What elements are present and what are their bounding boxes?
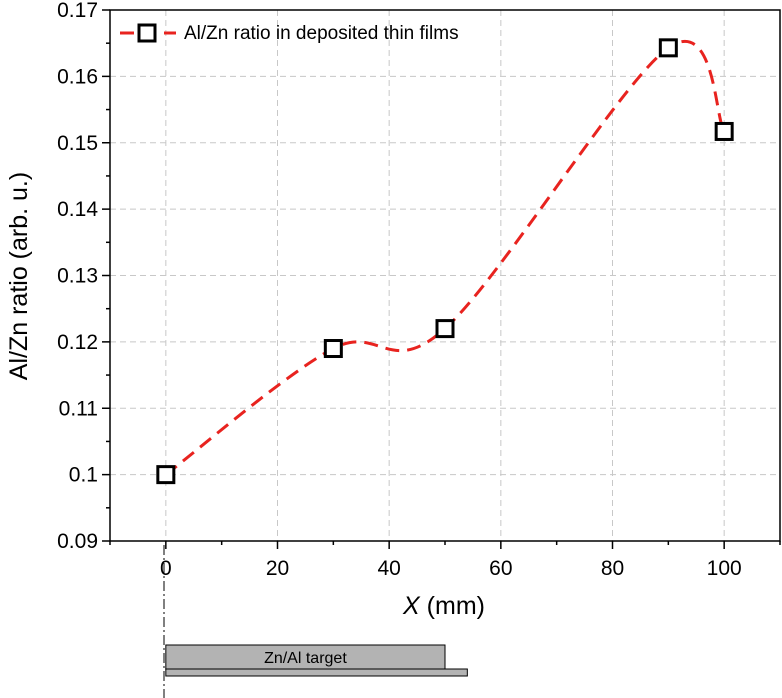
x-tick-label: 40 [377, 557, 400, 580]
y-axis-ticks: 0.09 0.1 0.11 0.12 0.13 0.14 0.15 0.16 0.17 [57, 0, 110, 553]
data-points [156, 38, 734, 485]
x-axis-unit: (mm) [420, 592, 485, 620]
y-tick-label: 0.11 [59, 397, 98, 420]
fit-curve-group [164, 39, 726, 476]
x-axis-title: X (mm) [402, 592, 485, 620]
data-point [156, 465, 176, 485]
x-tick-label: 100 [707, 557, 742, 580]
grid-lines [110, 10, 780, 541]
y-tick-label: 0.14 [57, 198, 98, 221]
target-base-plate [165, 668, 468, 677]
y-tick-label: 0.12 [57, 331, 98, 354]
x-tick-label: 20 [266, 557, 289, 580]
y-tick-label: 0.09 [57, 530, 98, 553]
legend: Al/Zn ratio in deposited thin films [120, 23, 459, 44]
x-tick-label: 60 [489, 557, 512, 580]
target-diagram: Zn/Al target [163, 545, 468, 698]
data-point [323, 339, 343, 359]
data-point [435, 319, 455, 339]
legend-marker-icon [137, 23, 157, 43]
data-point [658, 38, 678, 58]
target-label: Zn/Al target [264, 650, 347, 667]
target-body [165, 644, 446, 670]
x-axis-ticks: 0 20 40 60 80 100 [109, 541, 781, 580]
x-axis-variable: X [402, 592, 421, 620]
y-tick-label: 0.15 [57, 132, 98, 155]
data-point [714, 121, 734, 141]
y-tick-label: 0.16 [57, 65, 98, 88]
y-tick-label: 0.1 [69, 464, 98, 487]
y-tick-label: 0.13 [57, 265, 98, 288]
x-tick-label: 80 [601, 557, 624, 580]
y-axis-title: Al/Zn ratio (arb. u.) [5, 172, 33, 380]
y-tick-label: 0.17 [57, 0, 98, 22]
legend-label: Al/Zn ratio in deposited thin films [184, 23, 459, 44]
x-tick-label: 0 [160, 557, 172, 580]
fit-curve [164, 39, 726, 476]
